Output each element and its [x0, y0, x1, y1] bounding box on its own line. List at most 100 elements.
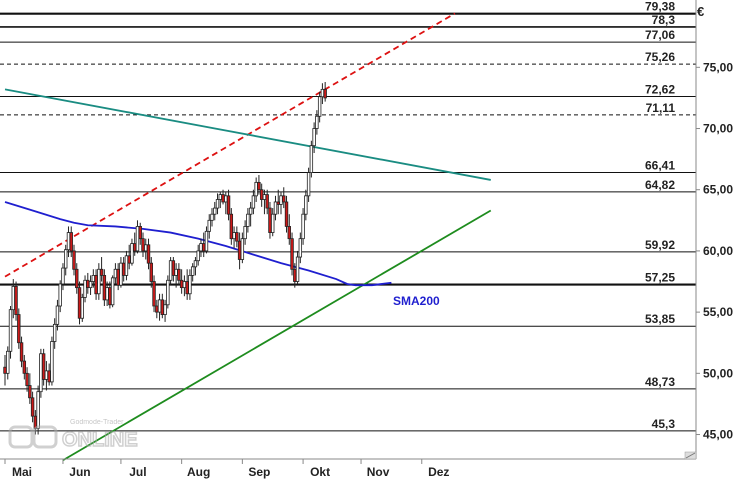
candle — [99, 257, 104, 282]
online-watermark-logo: ONLINE Godmode-Trader — [8, 419, 138, 452]
candle-body — [3, 366, 7, 374]
candle — [83, 275, 87, 303]
candle — [146, 238, 151, 270]
candle-body — [185, 281, 189, 295]
candle-body — [36, 391, 40, 429]
candle-body — [152, 281, 156, 307]
candle-body — [88, 281, 93, 289]
trendlines — [4, 12, 492, 462]
level-label: 48,73 — [645, 375, 675, 389]
level-label: 72,62 — [645, 82, 675, 96]
candle — [282, 187, 286, 209]
candle — [58, 280, 62, 313]
candle-body — [97, 268, 101, 295]
currency-label: € — [697, 4, 704, 19]
candle — [317, 91, 322, 123]
candle-body — [163, 304, 167, 315]
x-axis-ticks: Mai Jun Jul Aug Sep Okt Nov Dez — [4, 459, 449, 479]
candle-body — [157, 299, 162, 313]
candle — [248, 201, 253, 227]
candle-body — [226, 195, 231, 215]
candle-body — [146, 244, 151, 264]
candle — [72, 244, 76, 276]
candle — [80, 293, 84, 322]
candle-body — [168, 260, 173, 281]
green-uptrend-line — [62, 209, 492, 462]
candle-body — [130, 243, 134, 264]
candle-body — [105, 287, 109, 301]
candle-body — [94, 274, 98, 295]
candle-body — [19, 342, 24, 362]
candle — [88, 275, 93, 295]
y-tick-label: 50,00 — [703, 366, 733, 380]
candle — [130, 238, 134, 266]
level-label: 77,06 — [645, 28, 675, 42]
candle — [39, 348, 43, 398]
candle-body — [102, 274, 107, 301]
candle-body — [304, 195, 308, 215]
candle-body — [66, 232, 71, 251]
candle — [309, 140, 314, 178]
level-label: 75,26 — [645, 50, 675, 64]
sma200-label: SMA200 — [393, 294, 440, 308]
candle-body — [282, 195, 286, 203]
candle-body — [6, 350, 10, 374]
teal-downtrend-line — [4, 88, 491, 181]
candle-body — [144, 244, 148, 252]
candle-body — [188, 274, 192, 295]
candle — [28, 373, 32, 404]
candle-body — [77, 287, 82, 319]
x-tick-label: Sep — [248, 465, 270, 479]
candle-body — [80, 297, 84, 319]
candle — [298, 232, 303, 264]
candle-body — [268, 207, 272, 233]
candle-body — [259, 189, 264, 200]
candle-body — [320, 88, 325, 98]
candle — [77, 281, 82, 325]
candle — [55, 299, 60, 331]
x-tick-label: Jun — [69, 465, 90, 479]
candle-body — [22, 360, 27, 374]
candle-body — [47, 370, 51, 383]
candle-body — [306, 172, 311, 197]
candle — [17, 308, 21, 349]
scroll-corner-icon — [684, 451, 697, 460]
candle — [22, 354, 27, 380]
candle — [14, 281, 18, 321]
candle-body — [39, 353, 43, 393]
y-axis-ticks: 45,00 50,00 55,00 60,00 65,00 70,00 75,00 — [696, 60, 733, 442]
level-label: 53,85 — [645, 312, 675, 326]
horizontal-levels — [0, 12, 696, 432]
candle-body — [290, 238, 294, 270]
candle-body — [44, 370, 49, 380]
candle-body — [262, 194, 267, 200]
candle — [188, 269, 192, 300]
candle-body — [138, 226, 142, 240]
candle — [315, 110, 319, 135]
candle-body — [229, 213, 234, 240]
candle-body — [177, 268, 181, 281]
candle — [284, 195, 289, 233]
candle-body — [301, 213, 305, 240]
candle-body — [210, 213, 214, 221]
candle — [312, 122, 316, 153]
level-label: 79,38 — [645, 0, 675, 14]
y-tick-label: 60,00 — [703, 244, 733, 258]
candle — [246, 208, 250, 233]
candle — [163, 299, 167, 322]
candle-body — [276, 201, 280, 205]
candle-body — [309, 145, 314, 173]
candle-body — [271, 213, 275, 233]
candle-body — [86, 279, 90, 289]
candle-body — [202, 243, 206, 252]
candle — [193, 257, 198, 276]
candle — [190, 263, 195, 282]
level-label: 45,3 — [652, 417, 676, 431]
candle-body — [248, 207, 253, 215]
candle — [304, 189, 308, 221]
candle — [152, 275, 156, 313]
candle-body — [237, 240, 242, 260]
candle — [166, 275, 170, 309]
candle-body — [317, 96, 322, 117]
